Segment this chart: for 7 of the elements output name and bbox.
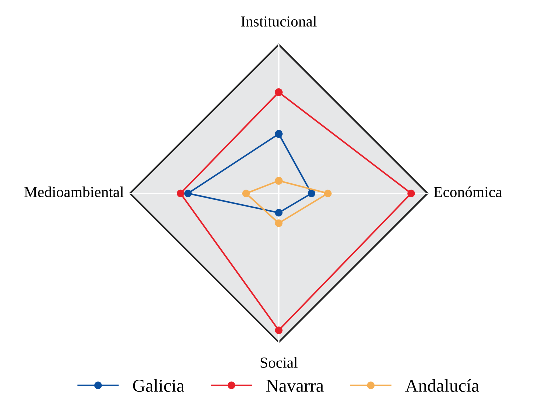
legend-label: Andalucía xyxy=(406,379,480,392)
spoke-label: Económica xyxy=(434,186,502,198)
spoke-label: Social xyxy=(260,357,298,368)
legend-label: Galicia xyxy=(133,379,184,392)
legend-label: Navarra xyxy=(266,380,324,392)
spoke-label: Medioambiental xyxy=(24,186,124,198)
spoke-label: Institucional xyxy=(241,16,317,27)
